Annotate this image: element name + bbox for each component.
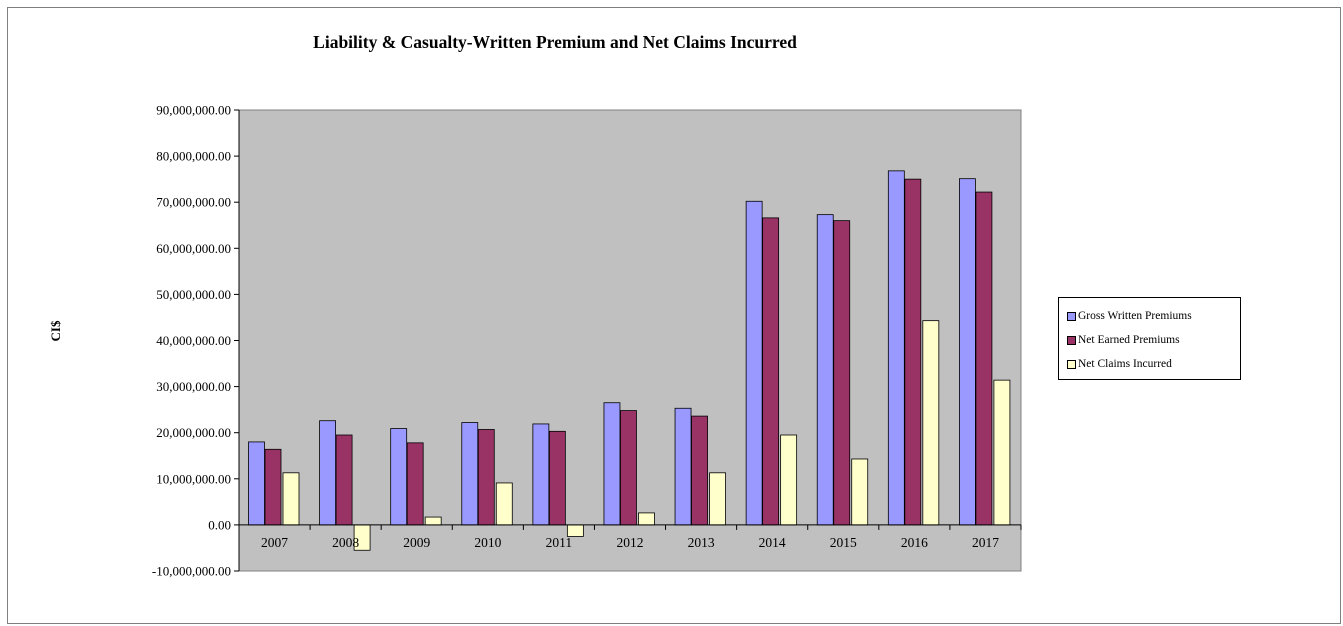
bar-gross-2010 bbox=[461, 422, 479, 526]
y-tick-label: 40,000,000.00 bbox=[156, 333, 231, 348]
chart-frame bbox=[7, 7, 1341, 624]
x-tick-label: 2008 bbox=[332, 535, 359, 550]
y-tick-label: 80,000,000.00 bbox=[156, 149, 231, 164]
x-tick-label: 2010 bbox=[474, 535, 501, 550]
legend-swatch-earned bbox=[1067, 335, 1076, 345]
bar-earned-2008 bbox=[335, 434, 353, 526]
x-tick-label: 2016 bbox=[901, 535, 928, 550]
bar-earned-2011 bbox=[548, 430, 566, 526]
legend-swatch-claims bbox=[1067, 359, 1076, 369]
chart-title: Liability & Casualty-Written Premium and… bbox=[313, 32, 797, 52]
y-axis: 90,000,000.00 80,000,000.00 70,000,000.00 6… bbox=[152, 103, 240, 579]
bar-claims-2017 bbox=[993, 379, 1011, 526]
legend-label-claims: Net Claims Incurred bbox=[1078, 358, 1172, 370]
bar-claims-2014 bbox=[780, 434, 798, 526]
bar-earned-2013 bbox=[691, 415, 708, 526]
y-tick-label: 10,000,000.00 bbox=[156, 471, 231, 486]
y-tick-label: 60,000,000.00 bbox=[156, 241, 231, 256]
x-tick-label: 2017 bbox=[972, 535, 999, 550]
x-tick-label: 2015 bbox=[830, 535, 857, 550]
x-tick-label: 2009 bbox=[403, 535, 430, 550]
bar-earned-2016 bbox=[904, 178, 922, 526]
bar-gross-2014 bbox=[745, 200, 763, 526]
bar-gross-2009 bbox=[390, 428, 408, 526]
bar-claims-2012 bbox=[638, 512, 655, 526]
bar-gross-2008 bbox=[319, 420, 336, 526]
bar-earned-2017 bbox=[975, 191, 993, 526]
y-tick-label: 50,000,000.00 bbox=[156, 287, 231, 302]
x-tick-label: 2013 bbox=[688, 535, 715, 550]
x-tick-label: 2007 bbox=[261, 535, 288, 550]
bar-gross-2011 bbox=[532, 423, 550, 526]
legend-label-earned: Net Earned Premiums bbox=[1078, 334, 1180, 346]
y-tick-label: 30,000,000.00 bbox=[156, 379, 231, 394]
y-tick-label: 20,000,000.00 bbox=[156, 425, 231, 440]
bar-claims-2013 bbox=[709, 472, 726, 526]
x-axis: 2007 2008 2009 2010 2011 2012 2013 2014 2015 2016… bbox=[238, 524, 1022, 550]
bar-earned-2014 bbox=[762, 217, 780, 526]
bar-earned-2009 bbox=[406, 442, 424, 526]
y-tick-label: 0.00 bbox=[208, 517, 231, 532]
bar-earned-2012 bbox=[620, 410, 637, 526]
bar-gross-2007 bbox=[248, 441, 265, 526]
x-tick-label: 2012 bbox=[617, 535, 644, 550]
bar-earned-2010 bbox=[477, 429, 495, 526]
x-tick-label: 2011 bbox=[546, 535, 573, 550]
bar-claims-2015 bbox=[851, 458, 869, 526]
legend-item-net-earned-premiums: Net Earned Premiums bbox=[1067, 328, 1240, 352]
x-tick-label: 2014 bbox=[759, 535, 786, 550]
legend-item-net-claims-incurred: Net Claims Incurred bbox=[1067, 352, 1240, 376]
y-tick-label: 70,000,000.00 bbox=[156, 195, 231, 210]
legend-label-gross: Gross Written Premiums bbox=[1078, 310, 1192, 322]
y-tick-label: 90,000,000.00 bbox=[156, 103, 231, 118]
bar-claims-2016 bbox=[922, 320, 940, 526]
bars bbox=[248, 170, 1011, 551]
legend-item-gross-written-premiums: Gross Written Premiums bbox=[1067, 304, 1240, 328]
bar-claims-2010 bbox=[495, 482, 513, 526]
bar-gross-2012 bbox=[603, 402, 621, 526]
bar-gross-2015 bbox=[816, 214, 834, 526]
bar-gross-2017 bbox=[959, 178, 976, 526]
bar-claims-2009 bbox=[424, 516, 442, 526]
legend: Gross Written Premiums Net Earned Premiu… bbox=[1058, 297, 1241, 380]
bar-earned-2007 bbox=[264, 448, 282, 526]
bar-earned-2015 bbox=[833, 220, 851, 526]
bar-gross-2016 bbox=[887, 170, 905, 526]
bar-claims-2007 bbox=[282, 472, 300, 526]
legend-swatch-gross bbox=[1067, 311, 1076, 321]
bar-gross-2013 bbox=[674, 407, 692, 526]
y-tick-label: -10,000,000.00 bbox=[152, 564, 231, 579]
